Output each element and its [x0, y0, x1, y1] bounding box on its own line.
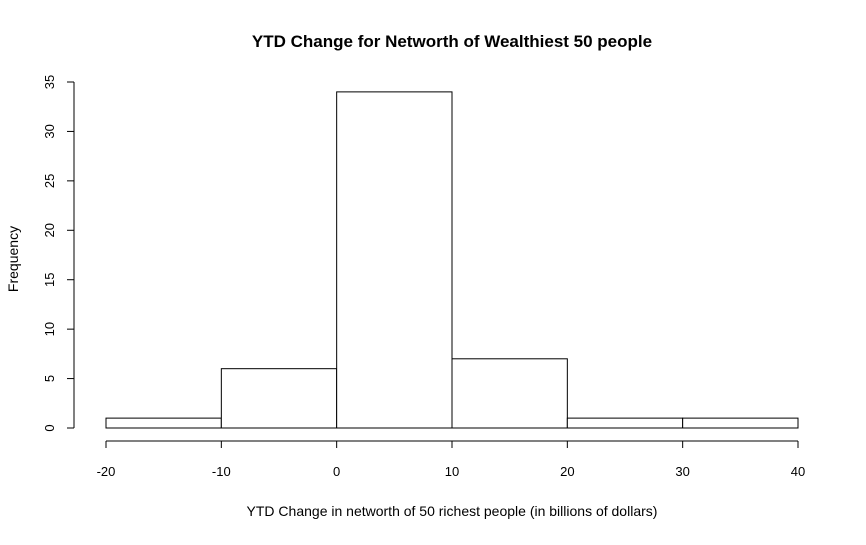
histogram-bar-5 — [682, 417, 799, 429]
x-tick-label-1: -10 — [212, 464, 231, 479]
y-tick-label-7: 35 — [42, 75, 57, 89]
histogram-bar-3 — [451, 358, 568, 429]
y-tick-label-6: 30 — [42, 124, 57, 138]
x-axis-label: YTD Change in networth of 50 richest peo… — [247, 503, 658, 519]
x-tick-label-4: 20 — [560, 464, 574, 479]
y-tick-label-0: 0 — [42, 424, 57, 431]
y-axis: 0 5 10 15 20 25 30 35 — [42, 75, 75, 432]
histogram-bar-1 — [220, 368, 338, 429]
x-tick-label-6: 40 — [791, 464, 805, 479]
y-tick-label-2: 10 — [42, 322, 57, 336]
x-tick-label-2: 0 — [333, 464, 340, 479]
x-axis: -20 -10 0 10 20 30 40 — [97, 440, 805, 479]
chart-title: YTD Change for Networth of Wealthiest 50… — [252, 32, 652, 51]
y-tick-label-3: 15 — [42, 272, 57, 286]
bars-group — [105, 91, 799, 429]
histogram-bar-2 — [336, 91, 453, 429]
histogram-bar-4 — [566, 417, 684, 429]
y-tick-label-1: 5 — [42, 375, 57, 382]
y-tick-label-4: 20 — [42, 223, 57, 237]
histogram-bar-0 — [105, 417, 222, 429]
y-tick-label-5: 25 — [42, 174, 57, 188]
x-tick-label-0: -20 — [97, 464, 116, 479]
x-tick-label-3: 10 — [445, 464, 459, 479]
x-tick-label-5: 30 — [675, 464, 689, 479]
y-axis-label: Frequency — [5, 226, 21, 292]
